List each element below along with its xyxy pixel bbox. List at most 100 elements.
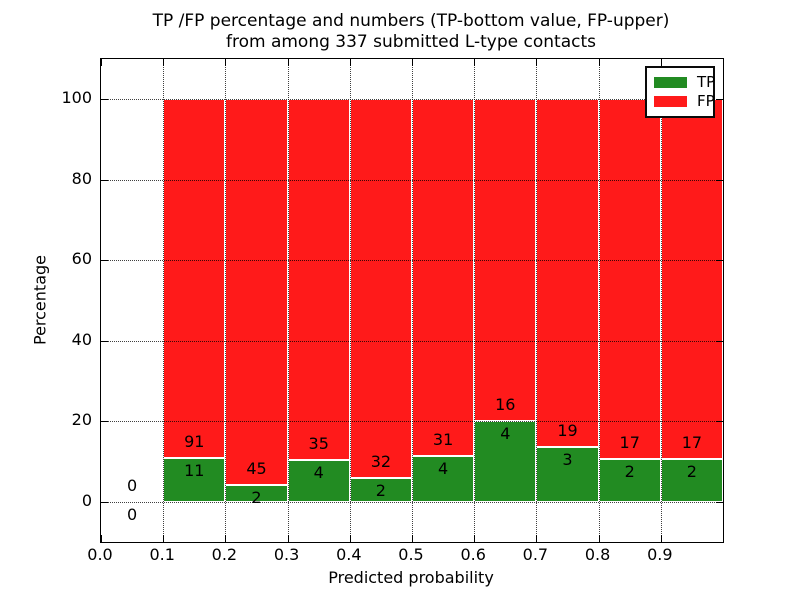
y-tick-right [716,421,723,423]
y-tick-label: 0 [81,490,92,510]
x-gridline [598,59,600,542]
x-tick [536,535,538,542]
y-tick [101,179,108,181]
x-tick-label: 0.1 [149,545,175,564]
x-tick-label: 0.8 [584,545,611,564]
legend-swatch-tp-icon [654,77,687,88]
x-tick [101,535,102,542]
x-tick-label: 0.9 [647,545,673,564]
x-tick [287,535,289,542]
bar-fp-count-label: 17 [619,433,640,453]
legend-swatch-fp-icon [654,96,687,107]
x-tick-top [536,59,538,66]
bar-fp-count-label: 32 [370,452,392,472]
bar-fp-count-label: 35 [308,434,329,454]
legend: TP FP [645,66,715,118]
bar-fp-count-label: 45 [246,458,267,478]
bar-fp-segment [349,99,412,479]
x-gridline [287,59,289,542]
bar-fp-segment [225,99,288,485]
x-gridline [660,59,662,542]
bar-tp-count-label: 2 [686,462,697,482]
x-gridline [474,59,476,542]
legend-item-label: FP [697,92,715,110]
x-gridline [536,59,538,542]
x-tick-label: 0.6 [460,545,486,564]
x-tick [474,535,476,542]
y-tick [101,260,108,262]
bar-fp-count-label: 19 [557,420,578,440]
x-tick [349,535,351,542]
y-tick-right [716,179,723,181]
bar-tp-count-label: 0 [127,504,138,524]
legend-item: FP [654,92,715,111]
x-tick-label: 0.2 [211,545,238,564]
x-gridline [163,59,165,542]
bar-fp-segment [536,99,599,447]
y-tick [101,340,108,342]
y-tick-label: 60 [71,249,92,269]
x-tick [660,535,662,542]
x-tick [225,535,227,542]
bar-tp-count-label: 4 [500,424,511,444]
bar-tp-count-label: 11 [184,461,205,481]
chart-title-line-2: from among 337 submitted L-type contacts [225,32,596,52]
chart-title: TP /FP percentage and numbers (TP-bottom… [100,11,722,53]
bar-fp-count-label: 31 [432,429,454,449]
x-tick [163,535,165,542]
bar-tp-count-label: 4 [438,458,449,478]
x-tick-label: 0.0 [87,545,113,564]
x-tick-top [598,59,600,66]
bar-fp-segment [598,99,661,460]
x-tick-label: 0.3 [273,545,300,564]
bar-tp-segment [163,458,226,502]
x-tick-top [349,59,351,66]
x-tick-top [412,59,413,66]
bar-fp-segment [287,99,350,461]
bar-fp-segment [412,99,475,456]
y-tick-label: 40 [71,329,92,349]
x-tick-top [101,59,102,66]
x-gridline [225,59,227,542]
x-tick-top [287,59,289,66]
x-tick-top [474,59,476,66]
x-tick-top [660,59,662,66]
y-tick-label: 20 [71,410,92,430]
bar-tp-segment [412,455,475,502]
bar-tp-segment [536,446,599,502]
y-tick-right [716,99,723,101]
bar-fp-count-label: 91 [184,432,205,452]
bar-fp-count-label: 16 [495,395,516,415]
plot-area: 0 0 91 11 45 2 35 4 32 2 31 4 16 4 19 3 17 2 17 2 [100,58,724,543]
y-tick-right [716,260,723,262]
bar-tp-count-label: 4 [313,463,324,483]
y-tick-right [716,340,723,342]
legend-item: TP [654,73,715,92]
bar-fp-count-label: 0 [127,475,138,495]
y-tick [101,99,108,101]
bar-tp-segment [598,459,661,502]
x-axis-label: Predicted probability [328,568,494,587]
bar-tp-count-label: 2 [251,487,262,507]
y-tick-right [716,501,723,503]
x-tick-top [225,59,227,66]
bar-fp-count-label: 17 [681,433,703,453]
x-tick [598,535,600,542]
x-tick-top [163,59,165,66]
x-tick [412,535,413,542]
y-tick-label: 80 [71,168,92,188]
legend-item-label: TP [697,73,716,91]
x-tick-label: 0.7 [522,545,549,564]
bar-fp-segment [163,99,226,459]
bar-tp-count-label: 2 [624,462,635,482]
y-tick [101,501,108,503]
x-tick-label: 0.4 [336,545,362,564]
bar-tp-count-label: 2 [375,481,386,501]
bar-fp-segment [660,99,723,460]
bar-tp-count-label: 3 [562,449,573,469]
x-gridline [412,59,413,542]
chart-title-line-1: TP /FP percentage and numbers (TP-bottom… [152,11,670,31]
y-tick [101,421,108,423]
x-gridline [349,59,351,542]
